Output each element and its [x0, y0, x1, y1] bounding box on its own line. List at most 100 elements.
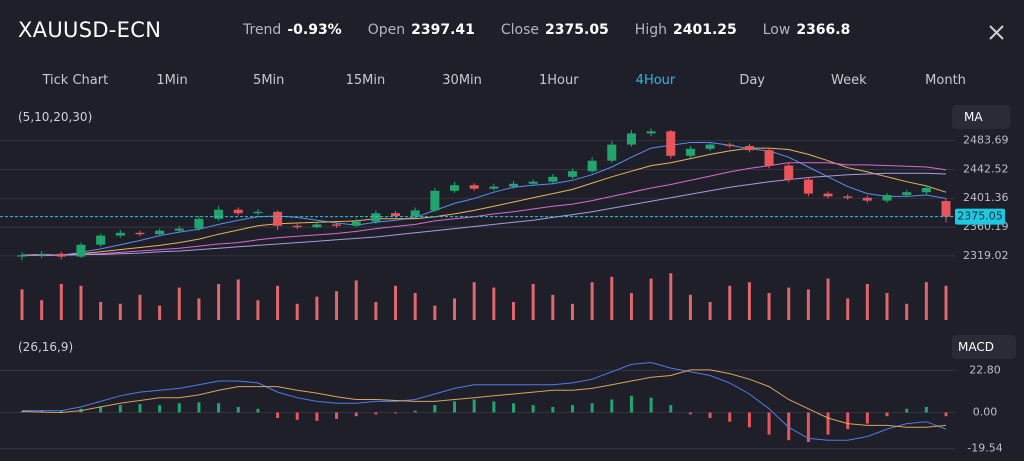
volume-bar — [826, 278, 830, 320]
volume-bar — [767, 293, 771, 320]
candle-body — [921, 188, 931, 193]
candle-body — [371, 213, 381, 222]
volume-bar — [433, 305, 437, 320]
stat-value: 2366.8 — [796, 22, 851, 38]
volume-bar — [629, 293, 633, 320]
macd-histogram-bar — [177, 403, 181, 413]
volume-bar — [531, 284, 535, 320]
candle-body — [862, 197, 872, 201]
stat-value: 2401.25 — [672, 22, 737, 38]
macd-histogram-bar — [20, 411, 24, 413]
macd-histogram-bar — [865, 412, 869, 424]
macd-histogram-bar — [924, 406, 928, 413]
timeframe-tab[interactable]: 1Min — [156, 73, 188, 88]
candle-body — [312, 224, 322, 228]
volume-bar — [374, 302, 378, 320]
volume-bar — [138, 294, 142, 320]
macd-histogram-bar — [59, 410, 63, 413]
candle-body — [155, 230, 165, 235]
y-tick-label: 0.00 — [973, 405, 998, 418]
volume-bar — [610, 276, 614, 320]
volume-bar — [413, 293, 417, 320]
macd-histogram-bar — [826, 412, 830, 435]
indicator-params: (5,10,20,30) — [18, 110, 93, 124]
candle-body — [528, 181, 538, 184]
candle-body — [56, 253, 66, 257]
indicator-dropdown[interactable]: MACD — [952, 335, 1016, 359]
volume-bar — [59, 284, 63, 320]
volume-bar — [865, 284, 869, 320]
candle-body — [508, 183, 518, 187]
stat-label: High — [634, 22, 667, 38]
macd-histogram-bar — [590, 403, 594, 413]
volume-bar — [276, 285, 280, 320]
volume-bar — [236, 279, 240, 320]
macd-histogram-bar — [905, 408, 909, 413]
macd-histogram-bar — [629, 395, 633, 413]
candle-body — [430, 190, 440, 211]
ma-line — [21, 147, 947, 256]
volume-bar — [295, 303, 299, 320]
volume-bar — [197, 298, 201, 320]
indicator-dropdown[interactable]: MA — [952, 105, 1010, 129]
timeframe-tab[interactable]: Week — [831, 73, 867, 88]
candle-body — [548, 176, 558, 182]
macd-histogram-bar — [688, 412, 692, 415]
candle-body — [567, 171, 577, 177]
candle-body — [233, 209, 243, 214]
last-price-box — [955, 208, 1005, 225]
candle-body — [391, 213, 401, 216]
stat: Close 2375.05 — [501, 22, 609, 38]
timeframe-tab[interactable]: Day — [739, 73, 765, 88]
macd-histogram-bar — [492, 401, 496, 413]
volume-bar — [20, 289, 24, 320]
candle-body — [96, 235, 106, 245]
macd-line — [22, 361, 947, 441]
candle-body — [351, 221, 361, 226]
macd-histogram-bar — [806, 412, 810, 443]
timeframe-tab[interactable]: Tick Chart — [42, 73, 109, 88]
candle-body — [784, 165, 794, 180]
stat-value: 2397.41 — [411, 22, 475, 38]
timeframe-tab[interactable]: 4Hour — [635, 73, 676, 88]
timeframe-tab[interactable]: Month — [925, 73, 966, 88]
timeframe-tab[interactable]: 30Min — [442, 73, 482, 88]
macd-histogram-bar — [315, 412, 319, 421]
candle-body — [587, 160, 597, 172]
timeframe-tab[interactable]: 5Min — [253, 73, 285, 88]
candle-body — [115, 232, 125, 236]
volume-bar — [354, 280, 358, 320]
volume-bar — [905, 303, 909, 320]
macd-histogram-bar — [846, 412, 850, 430]
volume-bar — [118, 303, 122, 320]
volume-bar — [688, 294, 692, 320]
volume-bar — [99, 302, 103, 320]
volume-bar — [335, 291, 339, 320]
macd-histogram-bar — [158, 405, 162, 413]
volume-bar — [551, 294, 555, 320]
stat-label: Open — [367, 22, 406, 38]
volume-bar — [885, 293, 889, 320]
candle-body — [410, 210, 420, 216]
volume-bar — [217, 284, 221, 320]
ma-line — [21, 142, 947, 256]
stats: Trend -0.93% Open 2397.41 Close 2375.05 High 24… — [243, 22, 850, 38]
timeframe-tab[interactable]: 15Min — [345, 73, 386, 88]
macd-histogram-bar — [747, 412, 751, 428]
candle-body — [685, 148, 695, 156]
stat-label: Low — [762, 22, 791, 38]
volume-bar — [846, 298, 850, 320]
volume-bar — [158, 305, 162, 320]
macd-histogram-bar — [472, 399, 476, 413]
macd-histogram-bar — [708, 412, 712, 419]
macd-histogram-bar — [767, 412, 771, 435]
timeframe-tabs: Tick Chart 1Min 5Min 15Min 30Min 1Hour 4Hour Da… — [27, 73, 994, 88]
ma-line — [22, 162, 947, 256]
volume-bar — [453, 298, 457, 320]
timeframe-tab[interactable]: 1Hour — [538, 73, 579, 88]
stat: Open 2397.41 — [368, 22, 475, 38]
candle-body — [764, 150, 774, 166]
candle-body — [292, 225, 302, 228]
volume-bar — [177, 287, 181, 320]
y-tick-label: 2442.52 — [963, 162, 1009, 175]
